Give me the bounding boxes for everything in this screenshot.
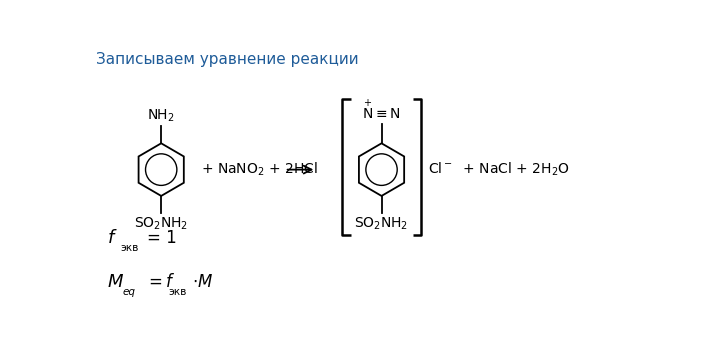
Text: SO$_2$NH$_2$: SO$_2$NH$_2$ [355, 215, 409, 232]
Text: экв: экв [121, 243, 139, 253]
Text: + NaNO$_2$ + 2HCl: + NaNO$_2$ + 2HCl [201, 161, 318, 178]
Text: $\mathregular{\overset{+}{N}}$$\equiv$N: $\mathregular{\overset{+}{N}}$$\equiv$N [362, 98, 401, 122]
Text: = 1: = 1 [147, 229, 176, 247]
Text: $= f$: $= f$ [145, 273, 176, 291]
FancyArrowPatch shape [288, 166, 312, 174]
Text: Cl$^-$  + NaCl + 2H$_2$O: Cl$^-$ + NaCl + 2H$_2$O [428, 161, 569, 178]
Text: $M$: $M$ [107, 273, 124, 291]
Text: SO$_2$NH$_2$: SO$_2$NH$_2$ [134, 215, 188, 232]
Text: экв: экв [168, 287, 187, 297]
Text: eq: eq [122, 287, 135, 297]
Text: Записываем уравнение реакции: Записываем уравнение реакции [96, 52, 359, 67]
Text: $\cdot M$: $\cdot M$ [192, 273, 213, 291]
Text: $f$: $f$ [107, 229, 117, 247]
Text: NH$_2$: NH$_2$ [147, 108, 175, 124]
